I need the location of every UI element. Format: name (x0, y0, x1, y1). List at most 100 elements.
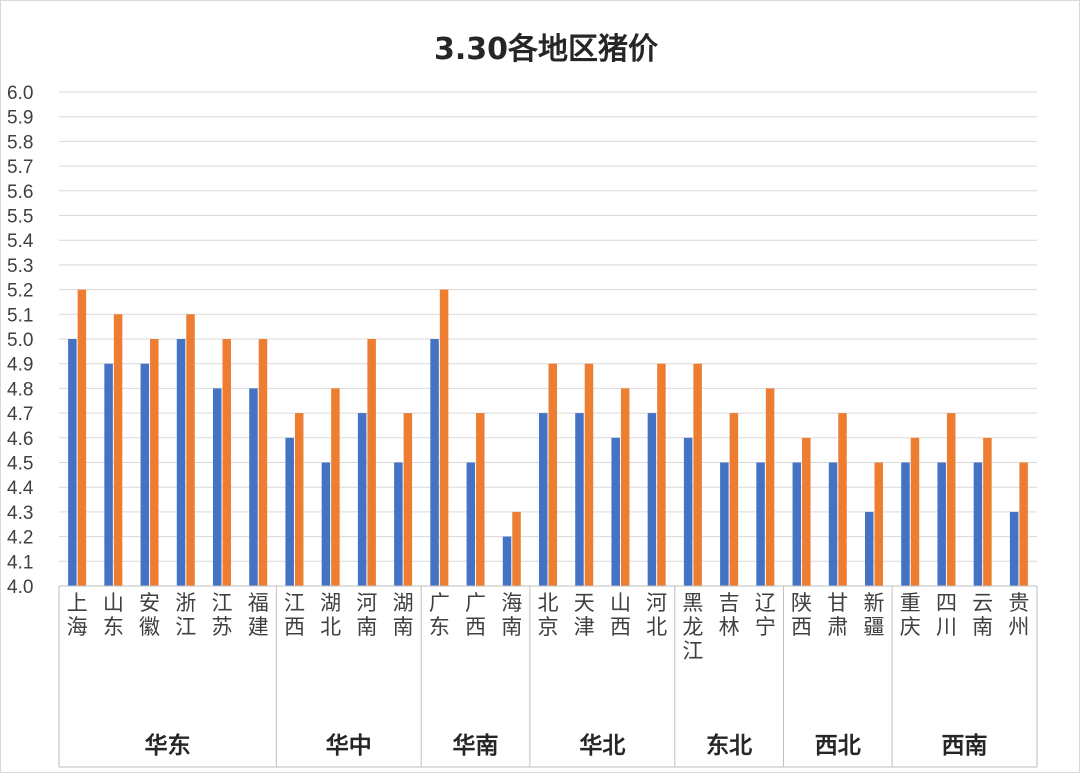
category-label: 湖北 (320, 591, 341, 639)
bar-series-2 (258, 339, 268, 586)
bar-series-1 (828, 462, 838, 586)
category-label: 广西 (465, 591, 486, 639)
region-label: 东北 (706, 732, 752, 759)
category-label: 北京 (538, 591, 559, 639)
region-label: 华东 (145, 732, 191, 759)
bar-series-2 (946, 413, 956, 586)
bar-series-1 (720, 462, 729, 586)
region-label: 华南 (453, 732, 499, 759)
y-tick-label: 4.6 (7, 429, 33, 450)
bar-series-1 (937, 462, 946, 586)
bar-series-2 (1019, 462, 1028, 586)
y-tick-label: 5.4 (7, 231, 34, 252)
category-label: 浙江 (175, 591, 196, 639)
y-tick-label: 4.9 (7, 355, 33, 376)
y-tick-label: 4.8 (7, 379, 33, 400)
category-label: 甘肃 (827, 591, 848, 639)
bar-series-1 (539, 413, 548, 586)
category-label: 河北 (646, 591, 667, 639)
y-tick-label: 4.1 (7, 552, 33, 573)
category-label: 新疆 (864, 591, 885, 639)
region-label: 华北 (579, 732, 625, 759)
bars (68, 289, 1028, 586)
bar-series-2 (294, 413, 304, 586)
category-label: 天津 (574, 591, 595, 639)
bar-series-2 (874, 462, 883, 586)
y-tick-label: 4.4 (7, 478, 34, 499)
region-label: 西南 (942, 733, 988, 759)
bar-series-1 (104, 363, 113, 586)
category-label: 贵州 (1008, 591, 1029, 639)
y-tick-label: 5.1 (7, 305, 33, 326)
bar-series-1 (647, 413, 657, 586)
category-label: 陕西 (791, 591, 812, 639)
y-tick-label: 6.0 (7, 83, 33, 104)
bar-series-2 (802, 437, 811, 586)
y-tick-labels: 4.0 4.1 4.2 4.3 4.4 4.5 4.6 4.7 4.8 4.9 5.0 5.1 5.2 5… (7, 83, 34, 598)
bar-series-2 (113, 314, 123, 586)
region-label: 华中 (326, 732, 372, 759)
bar-series-2 (439, 289, 449, 586)
bar-series-2 (910, 437, 920, 586)
category-label: 重庆 (900, 591, 921, 639)
category-label: 云南 (972, 591, 993, 639)
y-tick-label: 4.0 (7, 577, 33, 598)
bar-series-2 (584, 363, 594, 586)
bar-series-2 (222, 339, 231, 586)
bar-series-2 (512, 511, 521, 586)
category-label: 福建 (248, 591, 269, 639)
bar-series-1 (176, 339, 186, 586)
bar-series-1 (575, 413, 584, 586)
bar-series-2 (186, 314, 195, 586)
y-tick-label: 4.5 (7, 454, 33, 475)
category-label: 吉林 (719, 591, 740, 639)
bar-series-2 (620, 388, 630, 586)
category-label: 江西 (284, 591, 305, 639)
bar-series-1 (611, 437, 620, 586)
y-tick-label: 5.8 (7, 132, 33, 153)
bar-series-1 (901, 462, 910, 586)
y-tick-label: 5.6 (7, 182, 33, 203)
bar-series-2 (983, 437, 992, 586)
bar-series-1 (140, 363, 150, 586)
bar-series-1 (357, 413, 367, 586)
bar-series-2 (657, 363, 666, 586)
category-label: 湖南 (393, 591, 414, 639)
bar-series-1 (973, 462, 983, 586)
category-label: 海南 (501, 591, 522, 639)
category-label: 广东 (429, 591, 450, 639)
bar-series-2 (150, 339, 159, 586)
bar-series-1 (792, 462, 802, 586)
bar-series-1 (865, 511, 874, 586)
bar-series-2 (367, 339, 376, 586)
y-tick-label: 5.5 (7, 207, 33, 228)
region-label: 西北 (815, 733, 861, 759)
chart-title: 3.30各地区猪价 (434, 32, 658, 67)
bar-series-2 (765, 388, 775, 586)
y-tick-label: 5.9 (7, 108, 33, 129)
category-label: 江苏 (212, 591, 233, 639)
bar-series-1 (394, 462, 403, 586)
bar-series-2 (838, 413, 847, 586)
y-tick-label: 4.3 (7, 503, 33, 524)
category-label: 黑龙江 (682, 591, 703, 663)
bar-series-1 (502, 536, 512, 586)
bar-series-2 (548, 363, 557, 586)
category-label: 辽宁 (755, 591, 776, 639)
bar-series-2 (693, 363, 702, 586)
region-group-labels: 华东 华中 华南 华北 东北 西北 西南 (145, 732, 988, 759)
y-tick-label: 4.2 (7, 528, 33, 549)
bar-series-2 (77, 289, 87, 586)
bar-series-1 (68, 339, 77, 586)
category-label: 山西 (610, 591, 631, 639)
gridlines (59, 91, 1037, 562)
category-label: 安徽 (139, 591, 160, 639)
category-label: 上海 (67, 591, 88, 639)
bar-series-1 (1009, 511, 1019, 586)
x-category-labels: 上海山东安徽浙江江苏福建江西湖北河南湖南广东广西海南北京天津山西河北黑龙江吉林辽… (67, 591, 1030, 663)
y-tick-label: 5.0 (7, 330, 33, 351)
bar-series-1 (285, 437, 294, 586)
y-tick-label: 5.3 (7, 256, 33, 277)
